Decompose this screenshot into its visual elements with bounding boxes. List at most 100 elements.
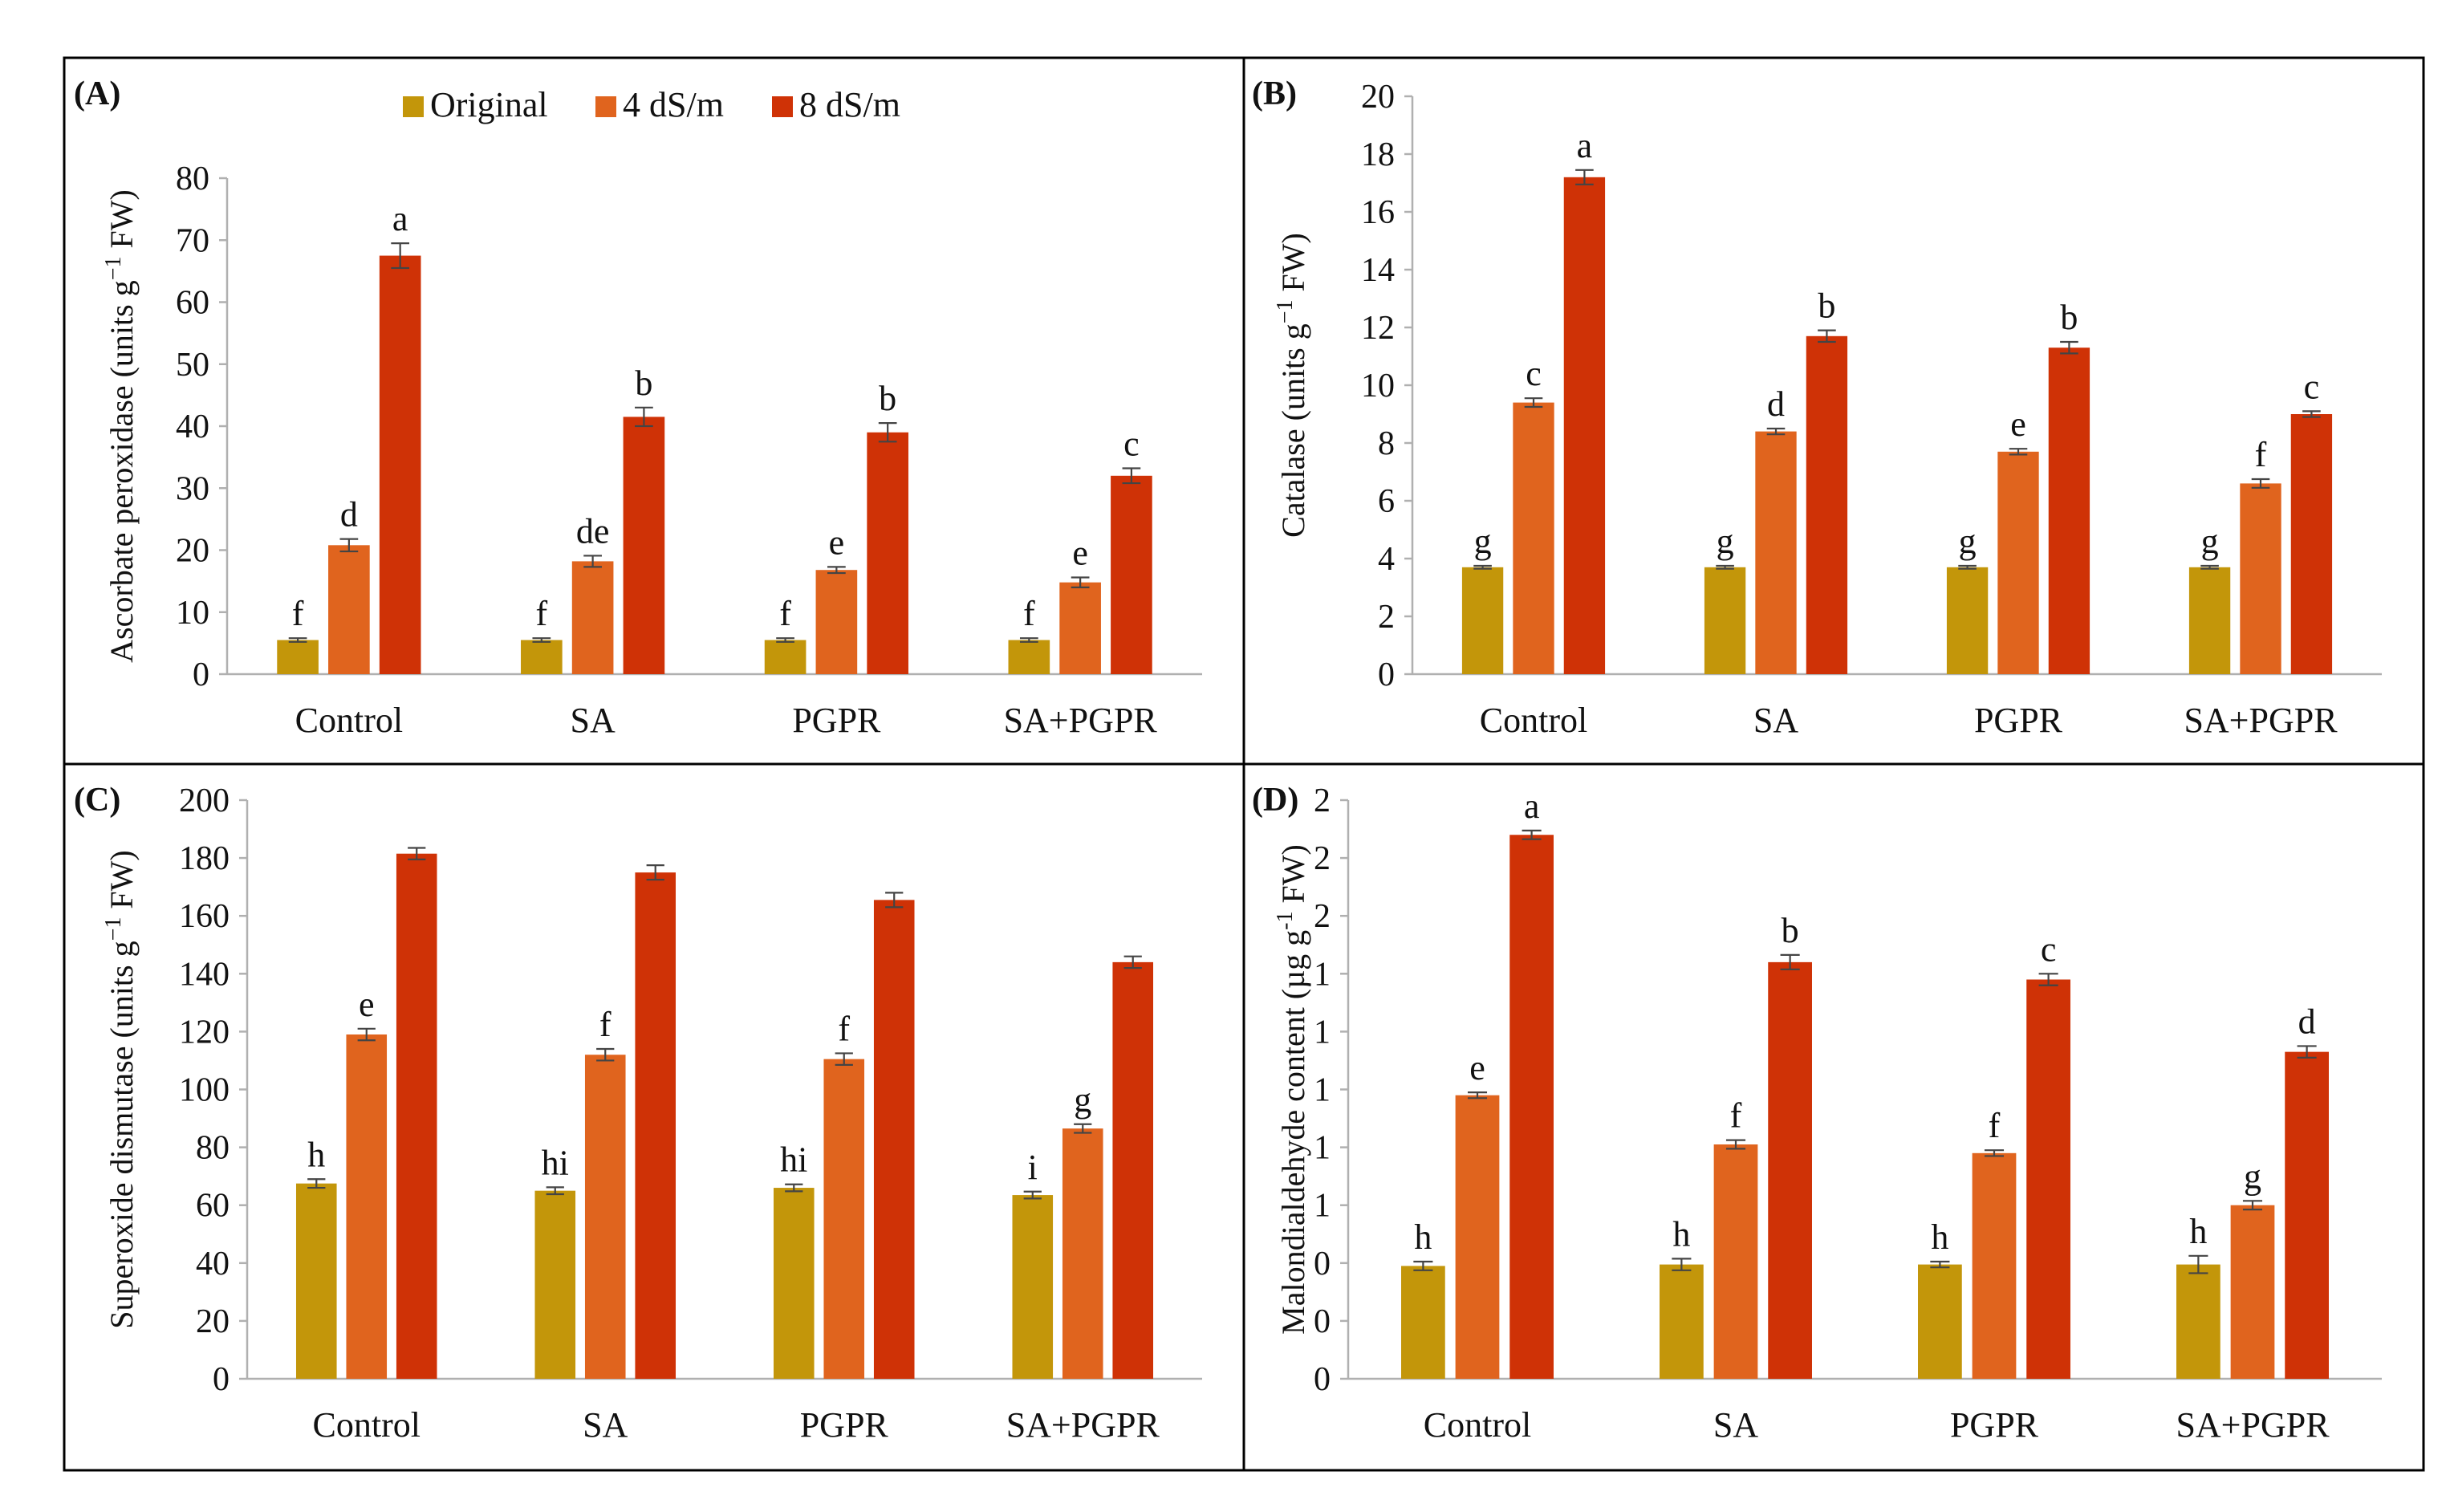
- error-bar: [2297, 1045, 2317, 1059]
- y-tick-label: 120: [179, 1014, 230, 1051]
- bar-ds8-pgpr: [2026, 979, 2070, 1379]
- x-tick-label: SA+PGPR: [1006, 1405, 1160, 1445]
- error-bar: [1818, 329, 1836, 343]
- bar-ds4-pgpr: [1972, 1152, 2017, 1379]
- error-bar: [885, 892, 904, 908]
- x-tick-label: PGPR: [1974, 701, 2063, 740]
- bar-ds4-control: [1455, 1095, 1500, 1379]
- significance-letter: b: [1782, 911, 1799, 950]
- bar-original-sa: [521, 640, 563, 674]
- significance-letter: f: [1989, 1106, 2001, 1145]
- error-bar: [288, 637, 307, 643]
- error-bar: [1958, 564, 1977, 570]
- bar-ds8-sa: [1768, 961, 1812, 1379]
- significance-letter: h: [2189, 1212, 2207, 1251]
- significance-letter: d: [2298, 1002, 2316, 1041]
- error-bar: [1023, 1190, 1042, 1200]
- y-axis-label-a: Ascorbate peroxidase (units g−1 FW): [101, 189, 140, 663]
- significance-letter: f: [2255, 435, 2267, 474]
- significance-letter: g: [1474, 522, 1492, 561]
- bar-ds8-sa: [635, 872, 676, 1379]
- y-tick-label: 2: [1314, 782, 1331, 819]
- x-tick-label: PGPR: [800, 1405, 889, 1445]
- legend-label-8ds: 8 dS/m: [799, 85, 900, 124]
- bar-ds4-control: [1513, 402, 1554, 674]
- error-bar: [596, 1047, 615, 1062]
- bar-original-sa: [1660, 1264, 1704, 1379]
- error-bar: [2060, 340, 2078, 355]
- bar-original-sa-pgpr: [1008, 640, 1050, 674]
- error-bar: [1123, 955, 1142, 969]
- bar-original-sa: [534, 1190, 576, 1379]
- significance-letter: hi: [542, 1143, 569, 1182]
- y-tick-label: 1: [1314, 956, 1331, 993]
- significance-letter: d: [1767, 384, 1785, 424]
- significance-letter: f: [779, 594, 791, 633]
- panel-label-d: (D): [1252, 782, 1298, 819]
- y-tick-label: 20: [176, 533, 209, 570]
- significance-letter: a: [1524, 786, 1540, 826]
- significance-letter: c: [2041, 929, 2057, 969]
- bar-ds8-sa-pgpr: [2285, 1051, 2329, 1379]
- bar-ds8-pgpr: [867, 432, 908, 674]
- error-bar: [1766, 427, 1786, 436]
- bar-ds4-pgpr: [1997, 451, 2039, 674]
- error-bar: [357, 1027, 376, 1042]
- error-bar: [2242, 1200, 2263, 1211]
- y-tick-label: 1: [1314, 1130, 1331, 1167]
- error-bar: [1672, 1258, 1692, 1271]
- bar-original-control: [1401, 1266, 1445, 1379]
- error-bar: [1473, 564, 1492, 570]
- error-bar: [2009, 448, 2028, 456]
- x-tick-label: Control: [1480, 701, 1587, 740]
- error-bar: [646, 864, 664, 881]
- error-bar: [1467, 1091, 1488, 1099]
- bar-original-pgpr: [1918, 1264, 1962, 1379]
- legend-label-4ds: 4 dS/m: [623, 85, 724, 124]
- bar-ds8-sa-pgpr: [2290, 414, 2333, 674]
- significance-letter: e: [1072, 533, 1088, 572]
- bar-original-control: [277, 640, 319, 674]
- error-bar: [532, 637, 551, 643]
- y-tick-label: 30: [176, 470, 209, 507]
- error-bar: [546, 1186, 564, 1196]
- bar-ds8-control: [396, 853, 437, 1379]
- significance-letter: b: [1818, 287, 1835, 326]
- error-bar: [835, 1052, 853, 1066]
- x-tick-label: Control: [1424, 1405, 1531, 1445]
- significance-letter: e: [359, 985, 375, 1024]
- y-axis-label-c: Superoxide dismutase (units g−1 FW): [101, 850, 140, 1328]
- y-tick-label: 20: [1361, 79, 1395, 116]
- bar-original-control: [1461, 567, 1504, 674]
- bar-ds4-sa: [1755, 431, 1797, 674]
- y-tick-label: 200: [179, 782, 230, 819]
- error-bar: [1780, 953, 1800, 970]
- bar-original-sa: [1704, 567, 1746, 674]
- significance-letter: h: [1672, 1214, 1690, 1254]
- y-tick-label: 14: [1361, 252, 1395, 289]
- y-tick-label: 0: [1314, 1361, 1331, 1398]
- y-tick-label: 1: [1314, 1072, 1331, 1109]
- bar-ds4-control: [328, 545, 370, 674]
- x-tick-label: Control: [313, 1405, 421, 1445]
- bar-ds4-sa-pgpr: [1059, 582, 1101, 674]
- bar-original-sa-pgpr: [2176, 1264, 2220, 1379]
- bar-ds8-sa: [1806, 335, 1848, 674]
- y-tick-label: 80: [196, 1130, 230, 1167]
- x-tick-label: SA: [571, 701, 616, 740]
- y-tick-label: 8: [1378, 425, 1395, 462]
- significance-letter: g: [2201, 522, 2219, 561]
- significance-letter: a: [1577, 126, 1593, 165]
- legend-swatch-8ds: [772, 96, 793, 117]
- y-tick-label: 2: [1314, 840, 1331, 877]
- legend-label-original: Original: [430, 85, 548, 124]
- significance-letter: b: [635, 364, 652, 403]
- bar-ds8-sa-pgpr: [1111, 475, 1152, 674]
- bar-ds4-sa: [584, 1055, 626, 1379]
- significance-letter: f: [1730, 1096, 1742, 1136]
- y-tick-label: 10: [1361, 368, 1395, 404]
- significance-letter: i: [1028, 1148, 1038, 1187]
- error-bar: [827, 566, 846, 575]
- panel-label-b: (B): [1252, 75, 1297, 112]
